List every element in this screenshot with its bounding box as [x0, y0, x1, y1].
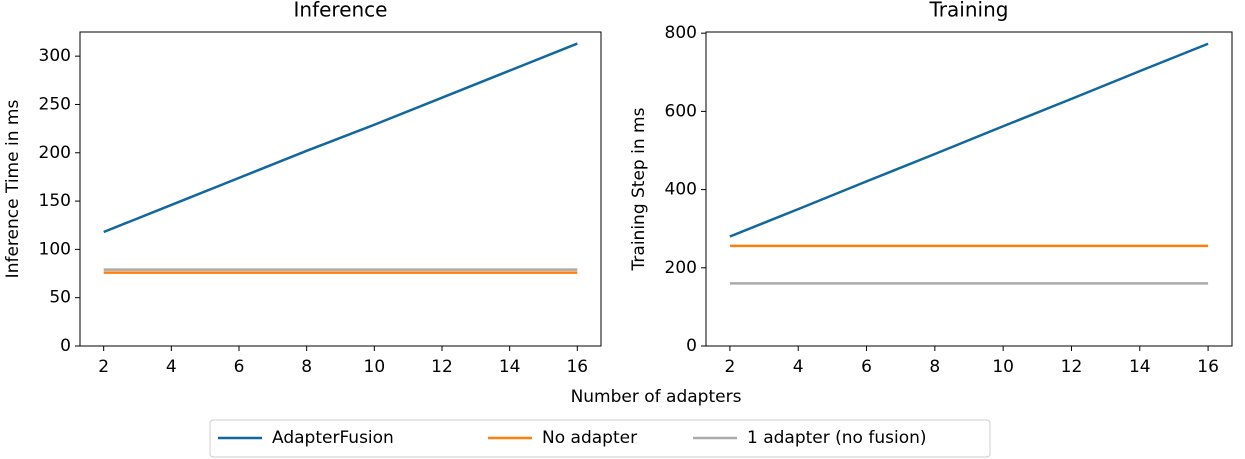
x-tick-label: 10	[992, 357, 1014, 377]
x-tick-label: 8	[929, 357, 940, 377]
plot-area	[705, 31, 1233, 347]
legend-label: No adapter	[542, 428, 637, 448]
y-tick-label: 0	[60, 336, 71, 356]
chart-title: Training	[929, 0, 1009, 22]
y-tick-label: 0	[686, 336, 697, 356]
series-line	[729, 42, 1209, 238]
series-line	[103, 42, 578, 234]
x-tick-label: 4	[793, 357, 804, 377]
x-tick-label: 6	[861, 357, 872, 377]
x-tick-label: 12	[1061, 357, 1083, 377]
x-tick-label: 2	[98, 357, 109, 377]
x-tick-label: 6	[234, 357, 245, 377]
y-tick-label: 800	[665, 23, 697, 43]
y-tick-label: 300	[39, 46, 71, 66]
y-tick-label: 150	[39, 191, 71, 211]
y-tick-label: 200	[665, 258, 697, 278]
y-tick-label: 250	[39, 94, 71, 114]
y-axis-label: Inference Time in ms	[3, 100, 23, 279]
x-tick-label: 14	[499, 357, 521, 377]
y-tick-label: 50	[49, 288, 71, 308]
x-tick-label: 12	[431, 357, 453, 377]
y-tick-label: 100	[39, 239, 71, 259]
x-tick-label: 16	[566, 357, 588, 377]
legend-label: 1 adapter (no fusion)	[747, 428, 927, 448]
x-tick-label: 4	[166, 357, 177, 377]
y-tick-label: 400	[665, 180, 697, 200]
y-axis-label: Training Step in ms	[629, 107, 649, 271]
x-axis-label: Number of adapters	[571, 387, 742, 407]
x-tick-label: 14	[1129, 357, 1151, 377]
chart-title: Inference	[294, 0, 388, 22]
y-tick-label: 200	[39, 143, 71, 163]
x-tick-label: 8	[301, 357, 312, 377]
plot-area	[79, 31, 602, 347]
x-tick-label: 2	[724, 357, 735, 377]
legend	[209, 419, 991, 458]
x-tick-label: 10	[364, 357, 386, 377]
y-tick-label: 600	[665, 101, 697, 121]
legend-label: AdapterFusion	[272, 428, 394, 448]
x-tick-label: 16	[1197, 357, 1219, 377]
